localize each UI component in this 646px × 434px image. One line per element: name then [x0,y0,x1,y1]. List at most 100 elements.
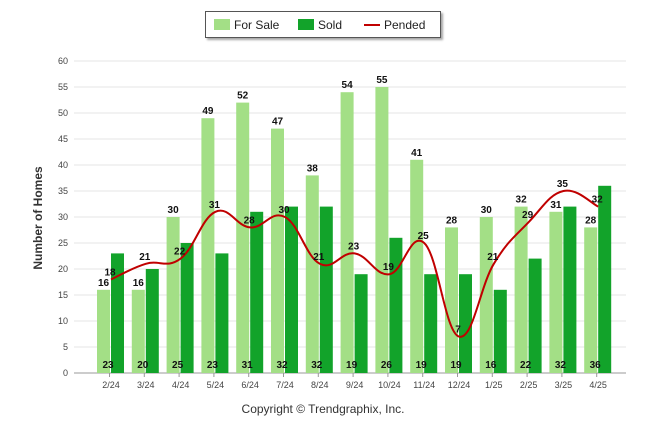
x-tick-label: 7/24 [276,380,294,390]
bar-for-sale [236,102,250,373]
label-sold: 19 [416,360,428,371]
bar-sold [459,274,472,373]
y-tick-label: 60 [58,56,68,66]
x-tick-label: 4/25 [589,380,607,390]
y-tick-label: 10 [58,316,68,326]
y-tick-label: 35 [58,186,68,196]
bar-sold [528,258,542,373]
y-axis-label: Number of Homes [31,166,45,270]
label-pended: 29 [522,210,534,221]
bar-sold [563,206,577,373]
bar-for-sale [271,128,284,373]
label-pended: 21 [313,252,325,263]
label-for-sale: 30 [481,205,493,216]
label-sold: 23 [102,360,114,371]
label-sold: 23 [207,360,219,371]
x-tick-label: 9/24 [346,380,364,390]
y-tick-label: 30 [58,212,68,222]
bar-sold [319,206,333,373]
bar-sold [493,289,507,373]
legend: For Sale Sold Pended [205,11,441,38]
legend-item-pended[interactable]: Pended [364,18,425,32]
bar-for-sale [375,87,389,373]
x-tick-label: 1/25 [485,380,503,390]
bar-sold [389,237,403,373]
y-tick-label: 15 [58,290,68,300]
y-tick-label: 5 [63,342,68,352]
label-for-sale: 55 [376,75,388,86]
label-for-sale: 52 [237,91,249,102]
label-for-sale: 30 [168,205,180,216]
bar-for-sale [131,289,145,373]
label-for-sale: 41 [411,148,423,159]
bar-for-sale [410,159,424,373]
label-pended: 21 [139,252,151,263]
label-pended: 23 [348,241,360,252]
x-tick-label: 3/24 [137,380,155,390]
x-tick-label: 12/24 [448,380,471,390]
label-sold: 36 [590,360,602,371]
x-tick-label: 10/24 [378,380,401,390]
bar-for-sale [97,289,110,373]
for-sale-swatch [214,19,230,30]
label-sold: 19 [346,360,358,371]
label-for-sale: 38 [307,163,319,174]
y-tick-label: 0 [63,368,68,378]
label-pended: 30 [278,205,290,216]
bar-for-sale [479,217,493,373]
bar-sold [285,206,298,373]
label-for-sale: 54 [342,80,354,91]
x-tick-label: 5/24 [207,380,225,390]
legend-label-for-sale: For Sale [234,18,280,32]
bars [97,87,612,373]
label-for-sale: 28 [585,215,597,226]
label-pended: 21 [487,252,499,263]
bar-for-sale [445,227,458,373]
x-tick-label: 11/24 [413,380,435,390]
label-pended: 35 [557,179,569,190]
label-sold: 20 [137,360,149,371]
legend-item-sold[interactable]: Sold [298,18,342,32]
bar-sold [354,274,368,373]
label-for-sale: 28 [446,215,458,226]
y-tick-label: 55 [58,82,68,92]
y-axis-ticks: 0 5 10 15 20 25 30 35 40 45 50 55 60 [58,56,68,378]
data-labels: 16 23 16 20 30 25 49 23 52 31 47 32 38 32 54 19 55 26 41 19… [98,75,603,371]
legend-label-pended: Pended [384,18,426,32]
bar-sold [145,269,159,373]
x-tick-label: 3/25 [555,380,573,390]
label-pended: 7 [455,325,461,336]
label-pended: 18 [104,267,116,278]
bar-for-sale [166,217,180,373]
x-axis-ticks: 2/24 3/24 4/24 5/24 6/24 7/24 8/24 9/24 10/24 11/… [102,373,607,390]
label-for-sale: 47 [272,117,284,128]
label-sold: 16 [485,360,497,371]
bar-sold [250,211,264,373]
bar-sold [111,253,124,373]
y-tick-label: 45 [58,134,68,144]
bar-for-sale [201,118,215,373]
x-tick-label: 8/24 [311,380,329,390]
label-pended: 25 [418,231,430,242]
label-for-sale: 16 [98,278,110,289]
y-tick-label: 40 [58,160,68,170]
bar-sold [424,274,438,373]
bar-sold [598,185,612,373]
label-sold: 19 [450,360,462,371]
label-for-sale: 16 [133,278,145,289]
legend-item-for-sale[interactable]: For Sale [214,18,279,32]
label-sold: 32 [311,360,323,371]
label-sold: 32 [276,360,288,371]
label-sold: 22 [520,360,532,371]
label-pended: 22 [174,247,186,258]
label-for-sale: 32 [516,195,528,206]
bar-for-sale [549,211,563,373]
sold-swatch [298,19,314,30]
label-sold: 25 [172,360,184,371]
bar-for-sale [514,206,528,373]
label-sold: 32 [555,360,567,371]
label-sold: 26 [381,360,393,371]
label-sold: 31 [242,360,254,371]
x-tick-label: 4/24 [172,380,190,390]
